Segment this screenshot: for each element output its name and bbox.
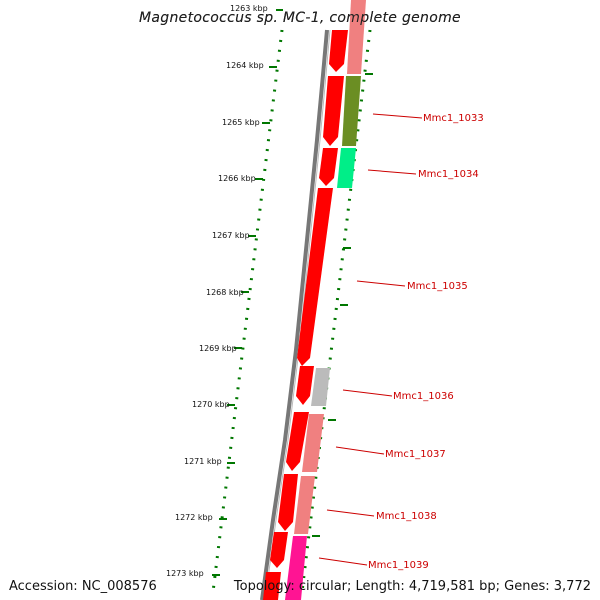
gene-arrow[interactable] (270, 532, 288, 568)
feature-block[interactable] (302, 414, 324, 472)
tick-label-1272: 1272 kbp (175, 513, 213, 522)
gene-arrow[interactable] (319, 148, 338, 186)
gene-leader-lines (318, 113, 423, 566)
tick-label-1270: 1270 kbp (192, 400, 230, 409)
gene-arrow[interactable] (286, 412, 309, 471)
tick-label-1271: 1271 kbp (184, 457, 222, 466)
tick-label-1273: 1273 kbp (166, 569, 204, 578)
ruler-dotted-line (211, 29, 372, 593)
backbone (260, 29, 331, 600)
tick-label-1269: 1269 kbp (199, 344, 237, 353)
gene-arrow[interactable] (278, 474, 298, 531)
feature-block[interactable] (347, 0, 366, 74)
gene-label-mmc1-1034[interactable]: Mmc1_1034 (418, 169, 479, 180)
gene-label-mmc1-1035[interactable]: Mmc1_1035 (407, 281, 468, 292)
genome-summary: Topology: circular; Length: 4,719,581 bp… (233, 579, 591, 594)
gene-labels: Mmc1_1033 Mmc1_1034 Mmc1_1035 Mmc1_1036 … (368, 113, 484, 571)
tick-label-1266: 1266 kbp (218, 174, 256, 183)
ruler-ticks: 1263 kbp 1264 kbp 1265 kbp 1266 kbp 1267… (166, 4, 373, 578)
gene-label-mmc1-1038[interactable]: Mmc1_1038 (376, 511, 437, 522)
map-title: Magnetococcus sp. MC-1, complete genome (139, 10, 461, 26)
feature-block[interactable] (285, 536, 307, 600)
accession-text: Accession: NC_008576 (9, 579, 157, 594)
feature-block[interactable] (294, 476, 315, 534)
gene-label-mmc1-1033[interactable]: Mmc1_1033 (423, 113, 484, 124)
feature-block[interactable] (337, 148, 356, 188)
gene-label-mmc1-1036[interactable]: Mmc1_1036 (393, 391, 454, 402)
feature-block[interactable] (342, 76, 361, 146)
tick-label-1267: 1267 kbp (212, 231, 250, 240)
gene-label-mmc1-1039[interactable]: Mmc1_1039 (368, 560, 429, 571)
gene-arrow[interactable] (329, 30, 348, 72)
gene-arrow[interactable] (263, 572, 281, 600)
tick-label-1265: 1265 kbp (222, 118, 260, 127)
gene-label-mmc1-1037[interactable]: Mmc1_1037 (385, 449, 446, 460)
feature-block[interactable] (311, 368, 330, 406)
tick-label-1263: 1263 kbp (230, 4, 268, 13)
gene-arrow[interactable] (297, 188, 333, 366)
gene-arrow[interactable] (296, 366, 314, 405)
feature-track (285, 0, 366, 600)
tick-label-1268: 1268 kbp (206, 288, 244, 297)
tick-label-1264: 1264 kbp (226, 61, 264, 70)
reverse-strand-genes (263, 30, 348, 600)
gene-arrow[interactable] (323, 76, 344, 146)
map-title: Magnetococcus sp. MC-1, complete genome (139, 10, 461, 26)
